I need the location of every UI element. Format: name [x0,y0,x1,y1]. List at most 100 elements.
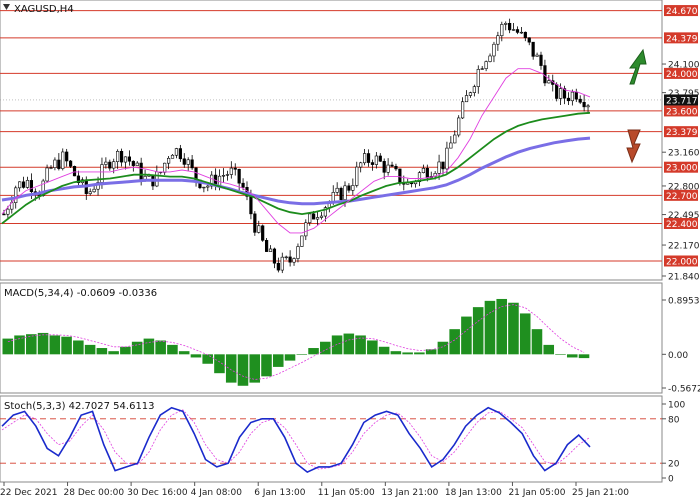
level-tag-23.600 [664,105,698,117]
stoch-tick-0: 0 [668,475,674,485]
macd-bar [437,341,449,355]
candle [221,168,226,183]
candle [284,255,288,260]
level-tag-24.000 [664,67,698,79]
candle [484,60,488,72]
macd-bar [566,354,578,358]
stoch-k-line [1,406,591,474]
candle [500,21,504,42]
candle [261,224,265,242]
current-price-tag [664,94,698,106]
candle [496,31,500,51]
candle [468,91,473,98]
stoch-label: Stoch(5,3,3) 42.7027 54.6113 [4,401,155,412]
level-value-24.000: 24.000 [666,70,698,80]
candle [49,165,53,170]
stoch-axis: 100 80 20 0 [662,401,685,485]
candle [45,164,49,183]
candle [492,41,496,63]
up-arrow-icon [629,48,647,85]
price-tick-22.495: 22.495 [668,211,700,221]
candle [566,92,571,106]
ma-slow-line [1,136,591,206]
macd-tick--0.5672: -0.5672 [668,385,700,395]
candle [182,153,186,168]
candle [382,158,386,180]
macd-bar [237,354,249,386]
candle [170,154,175,159]
level-tag-22.400 [664,217,698,229]
stoch-panel[interactable] [0,395,663,483]
stoch-tick-20: 20 [668,460,680,470]
candle [174,147,179,159]
time-label: 30 Dec 16:00 [127,488,188,498]
macd-bar [108,351,119,355]
main-panel[interactable] [0,0,663,281]
macd-bar [331,335,343,355]
macd-bar [320,341,331,355]
candle [315,212,320,226]
macd-bar [402,352,413,355]
macd-bar [414,352,425,355]
candle [18,181,22,192]
candle [508,18,512,34]
macd-bar [484,300,496,355]
candle [119,148,124,167]
macd-bar [461,316,472,355]
candle [123,156,128,170]
candle [233,163,237,176]
candle [457,115,461,138]
candle [257,220,261,234]
level-value-22.000: 22.000 [666,257,698,267]
time-label: 6 Jan 13:00 [254,488,306,498]
candle [515,26,520,35]
candle [523,31,527,42]
macd-bar [472,307,484,355]
candle [339,186,343,201]
candle [135,161,139,166]
price-tick-22.800: 22.800 [668,182,700,192]
candle [464,90,469,103]
macd-bar [225,354,237,383]
candle [347,183,351,193]
price-tick-23.795: 23.795 [668,89,700,99]
candle [88,188,92,196]
candle [288,250,292,267]
candle [53,157,57,171]
symbol-menu-icon[interactable] [3,4,10,10]
candle [355,161,359,188]
candle [210,171,214,190]
macd-tick-0.00: 0.00 [668,351,688,361]
down-arrow-icon [626,129,641,164]
macd-bar [96,348,108,355]
level-tag-23.000 [664,161,698,173]
candle [578,95,582,105]
macd-bar [449,329,460,355]
macd-bar [578,354,590,359]
candle [570,89,574,106]
candle [504,21,508,31]
time-label: 18 Jan 13:00 [445,488,502,498]
macd-bar [390,351,402,355]
macd-bar [167,344,178,355]
macd-bar [249,354,261,383]
time-label: 22 Dec 2021 [0,488,58,498]
candle [386,158,390,176]
candle [488,53,492,63]
macd-panel[interactable] [0,282,663,394]
candle [190,155,194,170]
price-tick-21.840: 21.840 [668,273,700,283]
candle [362,148,367,166]
stoch-tick-80: 80 [668,415,680,425]
candle [72,165,77,177]
macd-bar [84,344,96,355]
macd-series [2,298,590,386]
level-value-22.700: 22.700 [666,192,698,202]
time-label: 25 Jan 21:00 [572,488,629,498]
price-tick-22.170: 22.170 [668,242,700,252]
macd-bar [143,338,155,355]
level-value-23.379: 23.379 [666,128,698,138]
level-value-24.670: 24.670 [666,7,698,17]
candle [57,153,61,171]
